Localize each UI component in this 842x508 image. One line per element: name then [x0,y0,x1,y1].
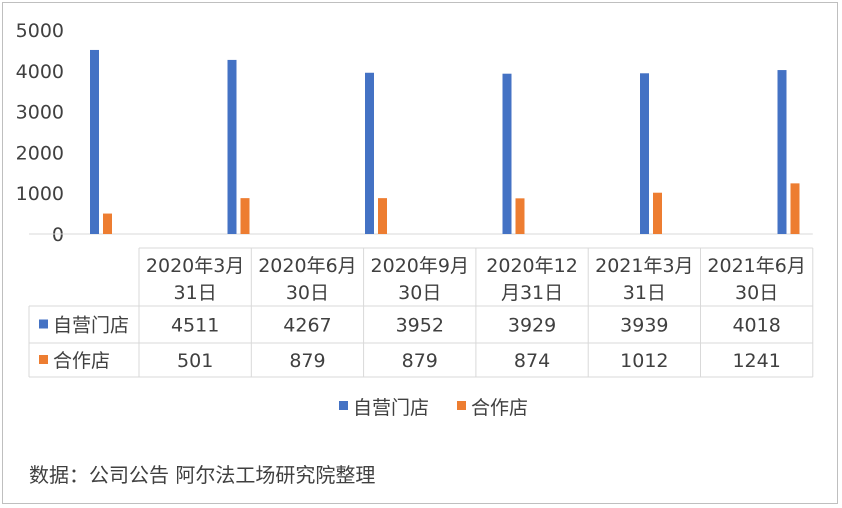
y-tick-label: 0 [52,224,64,246]
data-label: 879 [402,350,438,372]
legend: 自营门店 合作店 [339,397,528,419]
bar [103,213,112,234]
y-tick-label: 3000 [16,102,64,124]
data-label: 3929 [508,315,556,337]
x-tick-label: 31日 [174,282,217,304]
x-tick-label: 30日 [286,282,329,304]
data-label: 1012 [620,350,668,372]
data-label: 1241 [732,350,780,372]
data-label: 501 [177,350,213,372]
data-label: 879 [289,350,325,372]
x-tick-label: 2021年6月 [707,255,805,277]
bar [653,192,662,234]
table-legend-key [39,355,48,364]
bar [378,198,387,234]
x-tick-label: 2020年9月 [371,255,469,277]
y-tick-label: 1000 [16,183,64,205]
table-legend-key [39,319,48,329]
x-tick-label: 30日 [398,282,441,304]
bar [240,198,250,234]
bar [90,49,99,234]
legend-label: 自营门店 [353,397,429,419]
x-tick-label: 2021年3月 [595,255,693,277]
bar [790,183,800,234]
bar [515,198,525,234]
y-tick-label: 2000 [16,142,64,164]
x-tick-label: 2020年6月 [258,255,356,277]
data-label: 4267 [283,315,331,337]
legend-label: 合作店 [471,397,528,419]
x-tick-label: 30日 [735,282,778,304]
data-label: 3939 [620,315,668,337]
series-name: 合作店 [53,350,110,372]
y-axis: 0 1000 2000 3000 4000 5000 [16,20,813,246]
bar [227,59,237,234]
data-label: 4511 [171,315,219,337]
bar [640,73,649,234]
source-note: 数据：公司公告 阿尔法工场研究院整理 [29,463,375,487]
x-tick-label: 31日 [623,282,666,304]
legend-key [339,401,348,410]
data-label: 4018 [732,315,780,337]
bar [365,72,374,235]
x-tick-label: 月31日 [501,282,563,304]
bar-chart: 0 1000 2000 3000 4000 5000 2020年3月 31日 2020年6月 3… [16,20,814,487]
bar [777,70,787,234]
x-tick-label: 2020年12 [486,255,578,277]
data-label: 874 [514,350,550,372]
x-tick-label: 2020年3月 [146,255,244,277]
data-label: 3952 [396,315,444,337]
y-tick-label: 5000 [16,20,64,42]
y-tick-label: 4000 [16,61,64,83]
legend-key [457,401,466,410]
series-name: 自营门店 [53,315,129,337]
bars [90,49,800,235]
bar [502,73,512,234]
data-table: 2020年3月 31日 2020年6月 30日 2020年9月 30日 2020年12 月31… [28,247,814,378]
